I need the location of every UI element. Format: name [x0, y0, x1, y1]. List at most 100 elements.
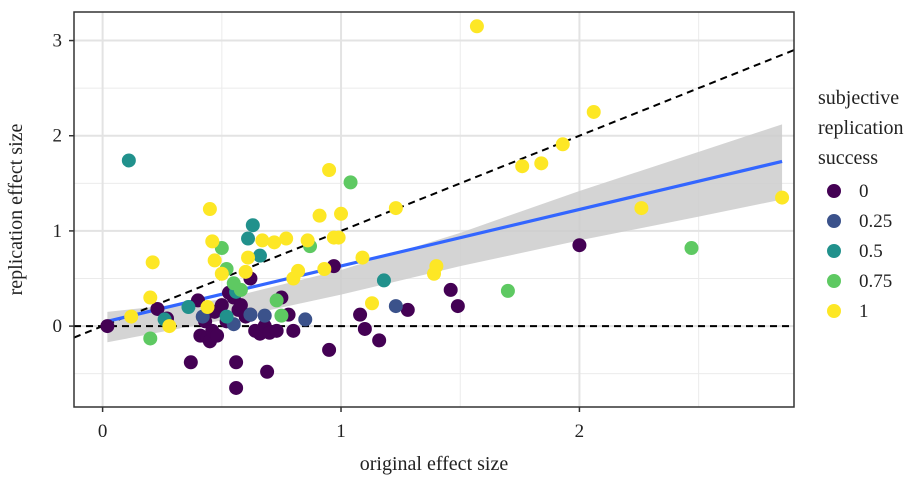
data-point-success-0	[357, 321, 372, 336]
data-point-success-0.75	[684, 241, 699, 256]
legend-title-line-1: subjective	[818, 87, 899, 109]
data-point-success-1	[365, 296, 380, 311]
data-point-success-0.25	[298, 312, 313, 327]
data-point-success-1	[331, 230, 346, 245]
data-point-success-0	[572, 238, 587, 253]
x-tick-label: 0	[98, 421, 108, 442]
data-point-success-0	[269, 323, 284, 338]
data-point-success-1	[634, 201, 649, 216]
data-point-success-1	[143, 290, 158, 305]
data-point-success-0.5	[121, 153, 136, 168]
data-point-success-1	[300, 233, 315, 248]
legend-label-1: 1	[859, 301, 869, 322]
data-point-success-0	[286, 323, 301, 338]
y-tick-label: 3	[53, 31, 63, 52]
data-point-success-0	[183, 355, 198, 370]
legend-key-0.75	[827, 274, 841, 288]
data-point-success-0.25	[243, 307, 258, 322]
axes: 0 1 2 0 1 2 3	[53, 31, 585, 442]
data-point-success-0	[400, 302, 415, 317]
data-point-success-1	[388, 201, 403, 216]
data-point-success-1	[355, 250, 370, 265]
y-tick-label: 1	[53, 221, 63, 242]
data-point-success-0	[229, 380, 244, 395]
legend-label-0.5: 0.5	[859, 241, 883, 262]
data-point-success-0.75	[343, 175, 358, 190]
data-point-success-1	[162, 319, 177, 334]
data-point-success-1	[515, 159, 530, 174]
data-point-success-1	[279, 231, 294, 246]
data-point-success-1	[202, 202, 217, 217]
data-point-success-1	[334, 206, 349, 221]
data-point-success-1	[207, 253, 222, 268]
legend-title-line-2: replication	[818, 117, 904, 139]
data-point-success-0	[443, 282, 458, 297]
data-point-success-1	[238, 264, 253, 279]
data-point-success-1	[312, 208, 327, 223]
data-point-success-0.5	[219, 309, 234, 324]
data-point-success-0	[229, 355, 244, 370]
data-point-success-0.75	[269, 293, 284, 308]
data-point-success-0.25	[388, 299, 403, 314]
data-point-success-0.5	[376, 273, 391, 288]
data-point-success-1	[469, 19, 484, 34]
data-point-success-0	[260, 364, 275, 379]
data-point-success-1	[124, 309, 139, 324]
regression-fit-line	[107, 159, 783, 323]
y-tick-label: 0	[53, 316, 63, 337]
legend-label-0: 0	[859, 181, 869, 202]
data-point-success-0	[150, 301, 165, 316]
y-axis-title: replication effect size	[5, 124, 27, 296]
confidence-band-area	[107, 124, 783, 343]
data-point-success-0	[210, 328, 225, 343]
data-point-success-0.75	[233, 282, 248, 297]
data-point-success-1	[255, 233, 270, 248]
y-tick-label: 2	[53, 126, 63, 147]
data-point-success-1	[775, 190, 790, 205]
data-point-success-0.75	[500, 283, 515, 298]
legend-title-line-3: success	[818, 147, 878, 169]
data-point-success-0	[353, 307, 368, 322]
data-point-success-0.25	[257, 308, 272, 323]
data-point-success-0	[450, 299, 465, 314]
legend-key-0	[827, 184, 841, 198]
data-point-success-0	[233, 298, 248, 313]
data-point-success-0.5	[252, 248, 267, 263]
data-point-success-1	[534, 156, 549, 171]
data-point-success-1	[317, 261, 332, 276]
identity-line	[74, 49, 794, 339]
plot-border	[73, 11, 795, 408]
legend-label-0.75: 0.75	[859, 271, 892, 292]
x-tick-label: 2	[575, 421, 585, 442]
data-point-success-0.75	[143, 331, 158, 346]
data-point-success-1	[200, 300, 215, 315]
legend-key-0.5	[827, 244, 841, 258]
confidence-band	[107, 124, 783, 343]
data-point-success-0	[214, 298, 229, 313]
data-point-success-0.5	[181, 300, 196, 315]
legend: subjective replication success 0 0.25 0.5 0…	[818, 87, 904, 322]
data-point-success-1	[555, 137, 570, 152]
data-point-success-0.5	[245, 218, 260, 233]
data-point-success-0	[372, 333, 387, 348]
data-point-success-0.75	[274, 308, 289, 323]
data-point-success-1	[586, 104, 601, 119]
data-point-success-0	[322, 342, 337, 357]
data-points	[100, 19, 790, 395]
data-point-success-1	[267, 235, 282, 250]
legend-key-0.25	[827, 214, 841, 228]
regression-line	[107, 159, 783, 323]
x-axis-title: original effect size	[360, 453, 509, 475]
data-point-success-1	[214, 266, 229, 281]
legend-key-1	[827, 304, 841, 318]
data-point-success-1	[291, 263, 306, 278]
reference-lines	[74, 49, 794, 339]
data-point-success-1	[145, 255, 160, 270]
data-point-success-1	[322, 163, 337, 177]
x-tick-label: 1	[336, 421, 346, 442]
data-point-success-1	[241, 250, 256, 265]
data-point-success-0	[100, 319, 115, 334]
plot-frame	[73, 11, 795, 408]
